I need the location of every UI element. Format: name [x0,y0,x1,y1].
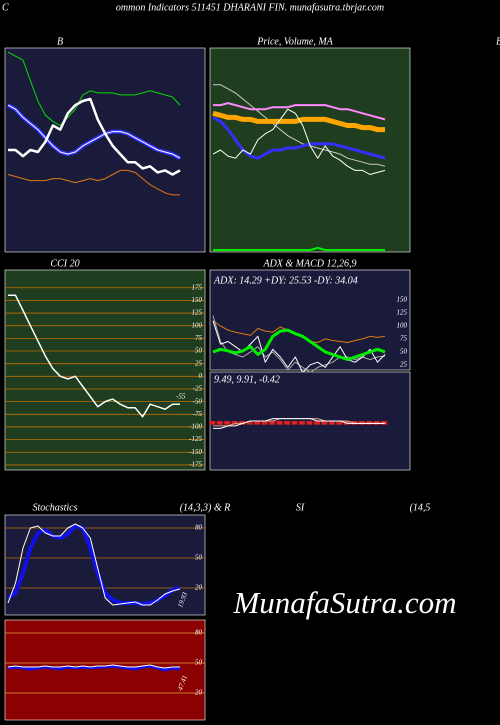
histogram-bar [313,421,320,425]
y-tick-label: 80 [195,629,203,637]
panel [4,619,206,721]
histogram-bar [358,421,365,425]
panel-title: B [57,36,63,47]
histogram-bar [276,421,283,425]
y-tick-label: 150 [192,296,203,304]
histogram-bar [246,421,253,425]
series-line [213,246,385,251]
series-line [212,116,386,160]
series-line [8,294,180,418]
y-tick-label: 25 [400,360,408,368]
y-tick-label: 20 [195,689,203,697]
y-tick-label: 50 [195,347,203,355]
histogram-bar [299,421,305,425]
series-line [212,328,386,362]
y-tick-label: -125 [189,435,202,443]
histogram-bar [284,421,291,425]
watermark: MunafaSutra.com [232,585,456,620]
stoch-label: Stochastics [33,502,78,513]
histogram-bar [328,421,335,425]
series-line [7,664,180,669]
histogram-bar [254,421,261,425]
header-title: ommon Indicators 511451 DHARANI FIN. mun… [116,2,384,13]
y-tick-label: 80 [195,524,203,532]
histogram-bar [336,421,343,425]
panel [4,514,206,616]
series-line [7,664,181,672]
series-line [8,97,181,176]
panel [209,47,411,253]
histogram-bar [261,421,268,425]
series-line [6,524,181,606]
y-tick-label: 125 [397,309,408,317]
y-tick-label: 100 [192,321,203,329]
annotation: -55 [176,393,186,401]
histogram-bar [373,421,380,425]
y-tick-label: 125 [192,309,203,317]
histogram-bar [321,421,328,425]
series-line [7,51,181,126]
panel-title: Price, Volume, MA [256,36,333,47]
panel [4,269,206,471]
y-tick-label: -75 [193,410,203,418]
panel-title: ADX & MACD 12,26,9 [262,258,356,269]
histogram-bar [291,421,298,425]
series-line [213,102,386,121]
header-edge: B [496,36,500,47]
histogram-bar [306,421,313,425]
y-tick-label: -50 [193,397,203,405]
panel-title: CCI 20 [50,258,79,269]
stoch-params: (14,3,3) & R [180,502,231,513]
y-tick-label: 20 [195,584,203,592]
series-line [7,104,181,159]
histogram-bar [269,421,276,425]
rsi-label: SI [296,502,305,513]
y-tick-label: 50 [195,659,203,667]
annotation: ADX: 14.29 +DY: 25.53 -DY: 34.04 [213,275,358,286]
panel [209,269,411,371]
y-tick-label: 25 [195,359,203,367]
histogram-bar [381,421,388,425]
series-line [212,108,386,175]
histogram-bar [209,421,216,425]
y-tick-label: -25 [193,385,203,393]
y-tick-label: 100 [397,322,408,330]
series-line [212,110,385,133]
series-line [7,169,180,196]
histogram-bar [216,421,223,425]
y-tick-label: -150 [189,448,202,456]
annotation: 9.49, 9.91, -0.42 [214,374,280,385]
y-tick-label: 150 [397,296,408,304]
y-tick-label: 0 [199,372,203,380]
histogram-bar [231,421,238,425]
y-tick-label: -100 [189,423,202,431]
y-tick-label: 50 [195,554,203,562]
series-line [7,523,181,606]
header-corner: C [2,2,9,13]
series-line [213,84,386,167]
series-line [213,418,385,429]
y-tick-label: 75 [195,334,203,342]
y-tick-label: 75 [400,335,408,343]
histogram-bar [239,421,246,425]
histogram-bar [224,421,231,425]
histogram-bar [366,421,373,425]
y-tick-label: 50 [400,347,408,355]
y-tick-label: 175 [192,283,203,291]
rsi-params: (14,5 [410,502,431,513]
y-tick-label: -175 [189,461,202,469]
